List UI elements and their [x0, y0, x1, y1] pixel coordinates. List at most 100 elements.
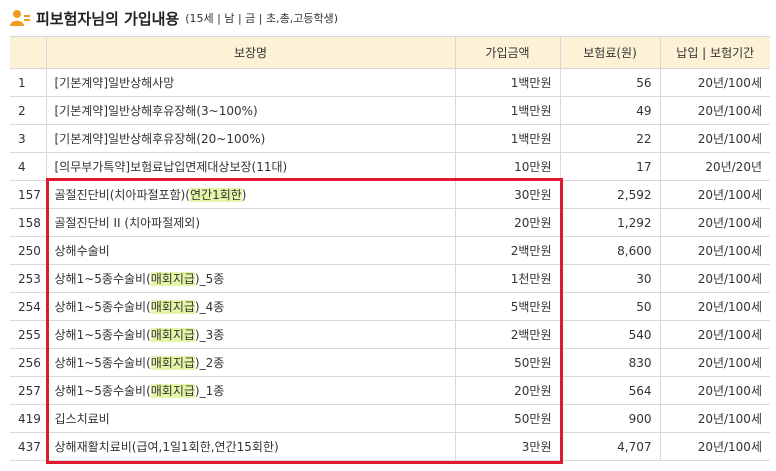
payment-period: 20년/100세 — [659, 432, 770, 461]
coverage-table: 보장명 가입금액 보험료(원) 납입 | 보험기간 1 [기본계약]일반상해사망 1… — [10, 36, 770, 461]
premium: 564 — [559, 376, 661, 405]
payment-period: 20년/100세 — [659, 264, 770, 293]
table-head: 보장명 가입금액 보험료(원) 납입 | 보험기간 — [10, 36, 770, 69]
payment-period: 20년/100세 — [659, 180, 770, 209]
premium: 49 — [559, 96, 661, 125]
name-text: [기본계약]일반상해후유장해(20~100%) — [54, 132, 266, 146]
coverage-name: 상해1~5종수술비(매회지급)_4종 — [45, 292, 456, 321]
name-text: 상해1~5종수술비( — [54, 300, 151, 314]
table-row: 250 상해수술비 2백만원 8,600 20년/100세 — [10, 236, 770, 265]
insured-amount: 1백만원 — [454, 124, 561, 153]
insured-amount: 20만원 — [454, 208, 561, 237]
table-row: 254 상해1~5종수술비(매회지급)_4종 5백만원 50 20년/100세 — [10, 292, 770, 321]
payment-period: 20년/100세 — [659, 376, 770, 405]
insured-amount: 10만원 — [454, 152, 561, 181]
header-cell: 납입 | 보험기간 — [659, 36, 770, 69]
row-number: 157 — [10, 180, 47, 209]
payment-period: 20년/100세 — [659, 208, 770, 237]
name-text: 상해1~5종수술비( — [54, 272, 151, 286]
subtitle: (15세 | 남 | 금 | 초,총,고등학생) — [185, 12, 338, 25]
row-number: 255 — [10, 320, 47, 349]
table-row: 253 상해1~5종수술비(매회지급)_5종 1천만원 30 20년/100세 — [10, 264, 770, 293]
row-number: 253 — [10, 264, 47, 293]
insured-amount: 1백만원 — [454, 96, 561, 125]
table-row: 256 상해1~5종수술비(매회지급)_2종 50만원 830 20년/100세 — [10, 348, 770, 377]
highlighted-text: 매회지급 — [150, 356, 195, 370]
insured-amount: 50만원 — [454, 404, 561, 433]
premium: 30 — [559, 264, 661, 293]
table-row: 4 [의무부가특약]보험료납입면제대상보장(11대) 10만원 17 20년/20년 — [10, 152, 770, 181]
row-number: 2 — [10, 96, 47, 125]
coverage-name: [의무부가특약]보험료납입면제대상보장(11대) — [45, 152, 456, 181]
payment-period: 20년/100세 — [659, 348, 770, 377]
header-cell: 보험료(원) — [559, 36, 661, 69]
name-text: 깁스치료비 — [54, 412, 110, 426]
row-number: 250 — [10, 236, 47, 265]
header-cell: 가입금액 — [454, 36, 561, 69]
insured-amount: 1천만원 — [454, 264, 561, 293]
table-row: 257 상해1~5종수술비(매회지급)_1종 20만원 564 20년/100세 — [10, 376, 770, 405]
section-header: 피보험자님의 가입내용 (15세 | 남 | 금 | 초,총,고등학생) — [10, 6, 338, 30]
highlighted-text: 매회지급 — [150, 384, 195, 398]
header-cell — [10, 36, 47, 69]
coverage-name: [기본계약]일반상해사망 — [45, 68, 456, 97]
payment-period: 20년/100세 — [659, 404, 770, 433]
header-cell: 보장명 — [45, 36, 456, 69]
name-text: 상해1~5종수술비( — [54, 384, 151, 398]
row-number: 158 — [10, 208, 47, 237]
title: 피보험자님의 가입내용 — [36, 9, 180, 28]
name-text: )_3종 — [194, 328, 225, 342]
insured-amount: 30만원 — [454, 180, 561, 209]
name-text: 상해재활치료비(급여,1일1회한,연간15회한) — [54, 440, 279, 454]
table-row: 158 골절진단비 II (치아파절제외) 20만원 1,292 20년/100세 — [10, 208, 770, 237]
highlighted-text: 매회지급 — [150, 328, 195, 342]
row-number: 4 — [10, 152, 47, 181]
row-number: 419 — [10, 404, 47, 433]
coverage-name: 골절진단비 II (치아파절제외) — [45, 208, 456, 237]
premium: 1,292 — [559, 208, 661, 237]
coverage-name: 상해1~5종수술비(매회지급)_5종 — [45, 264, 456, 293]
premium: 900 — [559, 404, 661, 433]
name-text: ) — [241, 188, 247, 202]
coverage-name: 상해수술비 — [45, 236, 456, 265]
row-number: 254 — [10, 292, 47, 321]
coverage-name: 상해1~5종수술비(매회지급)_2종 — [45, 348, 456, 377]
insured-amount: 3만원 — [454, 432, 561, 461]
person-icon — [10, 10, 30, 26]
payment-period: 20년/100세 — [659, 236, 770, 265]
name-text: [의무부가특약]보험료납입면제대상보장(11대) — [54, 160, 288, 174]
name-text: 상해수술비 — [54, 244, 110, 258]
name-text: 골절진단비(치아파절포함)( — [54, 188, 191, 202]
name-text: )_5종 — [194, 272, 225, 286]
coverage-name: 상해1~5종수술비(매회지급)_3종 — [45, 320, 456, 349]
name-text: )_4종 — [194, 300, 225, 314]
premium: 56 — [559, 68, 661, 97]
table-row: 1 [기본계약]일반상해사망 1백만원 56 20년/100세 — [10, 68, 770, 97]
premium: 4,707 — [559, 432, 661, 461]
coverage-name: 상해1~5종수술비(매회지급)_1종 — [45, 376, 456, 405]
table-row: 419 깁스치료비 50만원 900 20년/100세 — [10, 404, 770, 433]
premium: 2,592 — [559, 180, 661, 209]
premium: 540 — [559, 320, 661, 349]
row-number: 256 — [10, 348, 47, 377]
name-text: 골절진단비 II (치아파절제외) — [54, 216, 201, 230]
name-text: [기본계약]일반상해후유장해(3~100%) — [54, 104, 258, 118]
premium: 17 — [559, 152, 661, 181]
coverage-name: 골절진단비(치아파절포함)(연간1회한) — [45, 180, 456, 209]
payment-period: 20년/100세 — [659, 320, 770, 349]
row-number: 3 — [10, 124, 47, 153]
payment-period: 20년/100세 — [659, 292, 770, 321]
name-text: 상해1~5종수술비( — [54, 328, 151, 342]
highlighted-text: 연간1회한 — [190, 188, 242, 202]
name-text: )_1종 — [194, 384, 225, 398]
insured-amount: 1백만원 — [454, 68, 561, 97]
row-number: 257 — [10, 376, 47, 405]
coverage-name: 상해재활치료비(급여,1일1회한,연간15회한) — [45, 432, 456, 461]
coverage-name: 깁스치료비 — [45, 404, 456, 433]
row-number: 437 — [10, 432, 47, 461]
insured-amount: 50만원 — [454, 348, 561, 377]
name-text: [기본계약]일반상해사망 — [54, 76, 175, 90]
payment-period: 20년/100세 — [659, 68, 770, 97]
table-row: 255 상해1~5종수술비(매회지급)_3종 2백만원 540 20년/100세 — [10, 320, 770, 349]
